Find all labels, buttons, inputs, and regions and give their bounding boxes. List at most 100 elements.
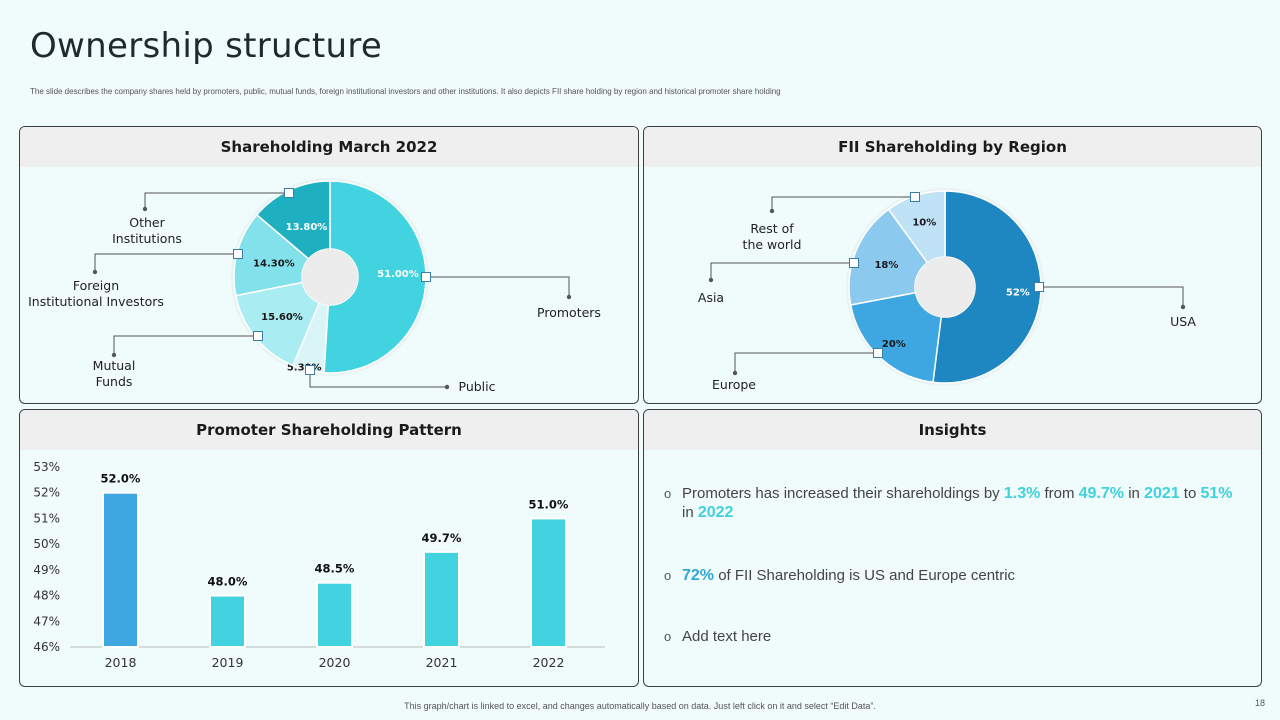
fii-region-panel-title: FII Shareholding by Region xyxy=(644,127,1261,167)
donut-value-label: 51.00% xyxy=(377,269,419,280)
promoter-pattern-panel: Promoter Shareholding Pattern 46% 47% 48% 4… xyxy=(19,409,639,687)
x-tick-label: 2019 xyxy=(212,655,244,670)
bar-2022[interactable] xyxy=(530,517,567,648)
fii-region-donut-chart[interactable]: 52% USA 20% Europe 18% Asia 10% Rest of the worl… xyxy=(644,127,1261,403)
callout-marker xyxy=(873,348,883,358)
donut-value-label: 20% xyxy=(882,339,906,350)
x-tick-label: 2021 xyxy=(426,655,458,670)
insight-highlight: 51% xyxy=(1200,485,1233,502)
slice-category-label: Foreign Institutional Investors xyxy=(28,278,164,309)
y-tick-label: 52% xyxy=(33,486,60,500)
callout-marker xyxy=(305,365,315,375)
promoter-bar-chart[interactable]: 46% 47% 48% 49% 50% 51% 52% 53% 52.0% 2018 48.0% 20… xyxy=(20,410,638,686)
shareholding-donut-chart[interactable]: 51.00% Promoters 5.30% Public 15.60% Mutual Fu… xyxy=(20,127,638,403)
bullet-icon: o xyxy=(664,629,672,644)
slice-category-label: Public xyxy=(459,379,496,394)
bar-2018[interactable] xyxy=(102,491,139,649)
bar-value-label: 49.7% xyxy=(422,531,462,545)
insight-highlight: 2021 xyxy=(1144,485,1180,502)
donut-value-label: 18% xyxy=(874,260,898,271)
donut-value-label: 52% xyxy=(1006,288,1030,299)
insight-text[interactable]: Add text here xyxy=(682,627,1241,646)
donut-value-label: 15.60% xyxy=(261,312,303,323)
slice-category-label: Mutual Funds xyxy=(93,358,136,389)
bar-2021[interactable] xyxy=(423,550,460,649)
insight-text-segment: Promoters has increased their shareholdi… xyxy=(682,485,1004,502)
callout-marker xyxy=(1034,282,1044,292)
bullet-icon: o xyxy=(664,486,672,501)
insight-text: Promoters has increased their shareholdi… xyxy=(682,484,1241,522)
y-tick-label: 50% xyxy=(33,537,60,551)
insights-panel: Insights o Promoters has increased their… xyxy=(643,409,1262,687)
insight-highlight: 2022 xyxy=(697,504,734,521)
donut-value-label: 14.30% xyxy=(253,258,295,269)
callout-dot xyxy=(1180,304,1186,310)
page-number: 18 xyxy=(1254,698,1265,708)
callout-dot xyxy=(732,370,738,376)
bar-value-label: 48.0% xyxy=(208,575,248,589)
insight-text-segment: Add text here xyxy=(682,628,772,645)
slice-category-label: Asia xyxy=(698,290,724,305)
fii-region-panel: FII Shareholding by Region 52% USA 20% Euro… xyxy=(643,126,1262,404)
shareholding-panel: Shareholding March 2022 51.00% Promoters 5… xyxy=(19,126,639,404)
page-title: Ownership structure xyxy=(30,26,383,66)
insight-text-segment: to xyxy=(1179,485,1201,502)
callout-line xyxy=(710,262,854,280)
x-tick-label: 2018 xyxy=(105,655,137,670)
callout-marker xyxy=(421,272,431,282)
footer-note: This graph/chart is linked to excel, and… xyxy=(404,701,876,711)
callout-dot xyxy=(111,352,117,358)
shareholding-panel-title: Shareholding March 2022 xyxy=(20,127,638,167)
callout-dot xyxy=(142,206,148,212)
bar-value-label: 52.0% xyxy=(101,472,141,486)
bar-value-label: 48.5% xyxy=(315,562,355,576)
bar-2019[interactable] xyxy=(209,594,246,648)
y-tick-label: 48% xyxy=(33,589,60,603)
bar-2020[interactable] xyxy=(316,581,353,648)
donut-value-label: 10% xyxy=(912,217,936,228)
y-tick-label: 51% xyxy=(33,511,60,525)
callout-dot xyxy=(92,269,98,275)
insight-highlight: 49.7% xyxy=(1078,485,1125,502)
callout-dot xyxy=(444,384,450,390)
x-tick-label: 2020 xyxy=(319,655,351,670)
donut-value-label: 5.30% xyxy=(287,362,322,373)
y-tick-label: 47% xyxy=(33,614,60,628)
insights-panel-title: Insights xyxy=(644,410,1261,450)
callout-line xyxy=(771,196,915,211)
slice-category-label: Europe xyxy=(712,377,756,392)
callout-line xyxy=(309,370,447,388)
callout-line xyxy=(734,352,878,373)
callout-line xyxy=(144,192,289,209)
slice-category-label: Other Institutions xyxy=(112,215,182,246)
callout-marker xyxy=(910,192,920,202)
y-tick-label: 53% xyxy=(33,460,60,474)
slice-category-label: Promoters xyxy=(537,305,601,320)
callout-line xyxy=(113,335,258,355)
callout-marker xyxy=(253,331,263,341)
insight-text-segment: of FII Shareholding is US and Europe cen… xyxy=(714,567,1016,584)
callout-dot xyxy=(708,277,714,283)
insight-text-segment: in xyxy=(682,504,698,521)
insight-text-segment: from xyxy=(1040,485,1079,502)
callout-marker xyxy=(849,258,859,268)
bullet-icon: o xyxy=(664,568,672,583)
bar-value-label: 51.0% xyxy=(529,497,569,511)
callout-line xyxy=(94,253,238,272)
insight-highlight: 1.3% xyxy=(1003,485,1041,502)
insight-text: 72% of FII Shareholding is US and Europe… xyxy=(682,566,1241,585)
callout-line xyxy=(426,276,570,297)
callout-marker xyxy=(284,188,294,198)
page-subtitle: The slide describes the company shares h… xyxy=(30,87,781,96)
donut-value-label: 13.80% xyxy=(286,222,328,233)
callout-line xyxy=(1039,286,1184,307)
callout-marker xyxy=(233,249,243,259)
slice-category-label: USA xyxy=(1170,314,1196,329)
callout-dot xyxy=(566,294,572,300)
callout-dot xyxy=(769,208,775,214)
x-tick-label: 2022 xyxy=(533,655,565,670)
promoter-pattern-panel-title: Promoter Shareholding Pattern xyxy=(20,410,638,450)
slice-category-label: Rest of the world xyxy=(743,221,802,252)
y-tick-label: 46% xyxy=(33,640,60,654)
y-tick-label: 49% xyxy=(33,563,60,577)
